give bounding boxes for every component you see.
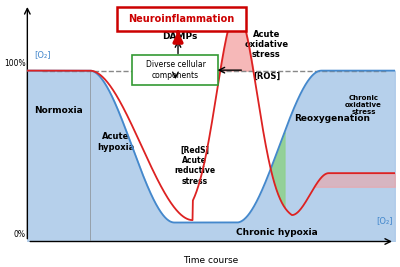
Text: Acute
oxidative
stress: Acute oxidative stress <box>244 30 288 60</box>
Text: Time course: Time course <box>184 256 239 265</box>
Text: [O₂]: [O₂] <box>35 50 51 59</box>
Text: [O₂]: [O₂] <box>376 216 393 225</box>
Text: Acute
hypoxia: Acute hypoxia <box>97 132 134 151</box>
Text: 0%: 0% <box>14 230 26 239</box>
Text: Reoxygenation: Reoxygenation <box>294 113 370 123</box>
Text: Normoxia: Normoxia <box>34 107 83 115</box>
FancyBboxPatch shape <box>132 55 218 85</box>
Text: [ROS]: [ROS] <box>253 72 280 81</box>
Text: Neuroinflammation: Neuroinflammation <box>128 14 235 24</box>
Text: [RedS]
Acute
reductive
stress: [RedS] Acute reductive stress <box>174 146 215 186</box>
Text: Chronic
oxidative
stress: Chronic oxidative stress <box>345 95 382 115</box>
FancyBboxPatch shape <box>117 6 246 32</box>
Text: 100%: 100% <box>4 59 26 68</box>
Text: Chronic hypoxia: Chronic hypoxia <box>236 227 318 237</box>
Text: Diverse cellular
components: Diverse cellular components <box>146 60 205 80</box>
Text: DAMPs: DAMPs <box>162 32 198 41</box>
